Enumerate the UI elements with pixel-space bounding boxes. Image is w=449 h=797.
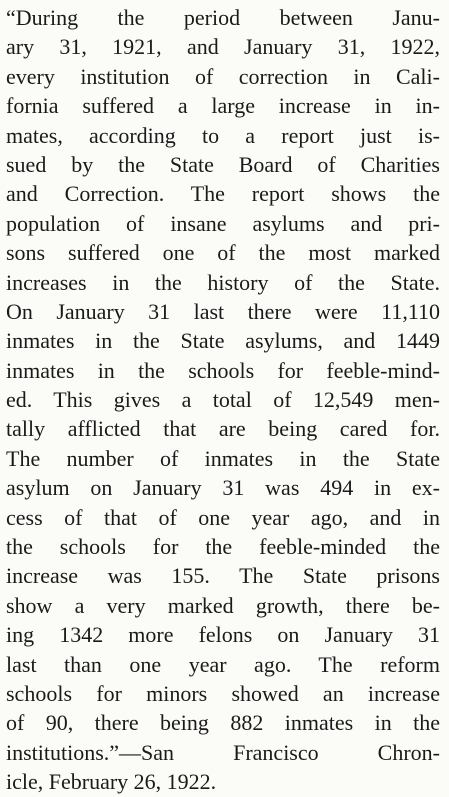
text-line: cess of that of one year ago, and in bbox=[6, 504, 440, 530]
text-line: schools for minors showed an increase bbox=[6, 680, 440, 706]
text-line: increase was 155. The State prisons bbox=[6, 563, 440, 589]
text-line: inmates in the schools for feeble-mind- bbox=[6, 357, 440, 383]
text-line: tally afflicted that are being cared for… bbox=[6, 416, 440, 442]
text-line: increases in the history of the State. bbox=[6, 269, 440, 295]
text-line: On January 31 last there were 11,110 bbox=[6, 298, 440, 324]
text-line: icle, February 26, 1922. bbox=[6, 769, 217, 795]
text-line: sued by the State Board of Charities bbox=[6, 151, 440, 177]
text-line: show a very marked growth, there be- bbox=[6, 592, 440, 618]
text-line: “During the period between Janu- bbox=[6, 5, 440, 30]
text-line: sons suffered one of the most marked bbox=[6, 240, 440, 266]
text-line: ing 1342 more felons on January 31 bbox=[6, 622, 440, 648]
text-line: ed. This gives a total of 12,549 men- bbox=[6, 387, 440, 413]
text-line: of 90, there being 882 inmates in the bbox=[6, 710, 440, 736]
text-line: last than one year ago. The reform bbox=[6, 651, 440, 677]
text-line: mates, according to a report just is- bbox=[6, 122, 440, 148]
article: “During the period between Janu-ary 31, … bbox=[6, 3, 440, 797]
text-line: and Correction. The report shows the bbox=[6, 181, 440, 207]
text-line: inmates in the State asylums, and 1449 bbox=[6, 328, 440, 354]
text-line: institutions.”—San Francisco Chron- bbox=[6, 739, 440, 765]
text-line: fornia suffered a large increase in in- bbox=[6, 93, 440, 119]
text-line: the schools for the feeble-minded the bbox=[6, 534, 440, 560]
text-line: ary 31, 1921, and January 31, 1922, bbox=[6, 34, 440, 60]
text-line: The number of inmates in the State bbox=[6, 445, 440, 471]
text-line: population of insane asylums and pri- bbox=[6, 210, 440, 236]
text-line: every institution of correction in Cali- bbox=[6, 63, 440, 89]
text-line: asylum on January 31 was 494 in ex- bbox=[6, 475, 440, 501]
